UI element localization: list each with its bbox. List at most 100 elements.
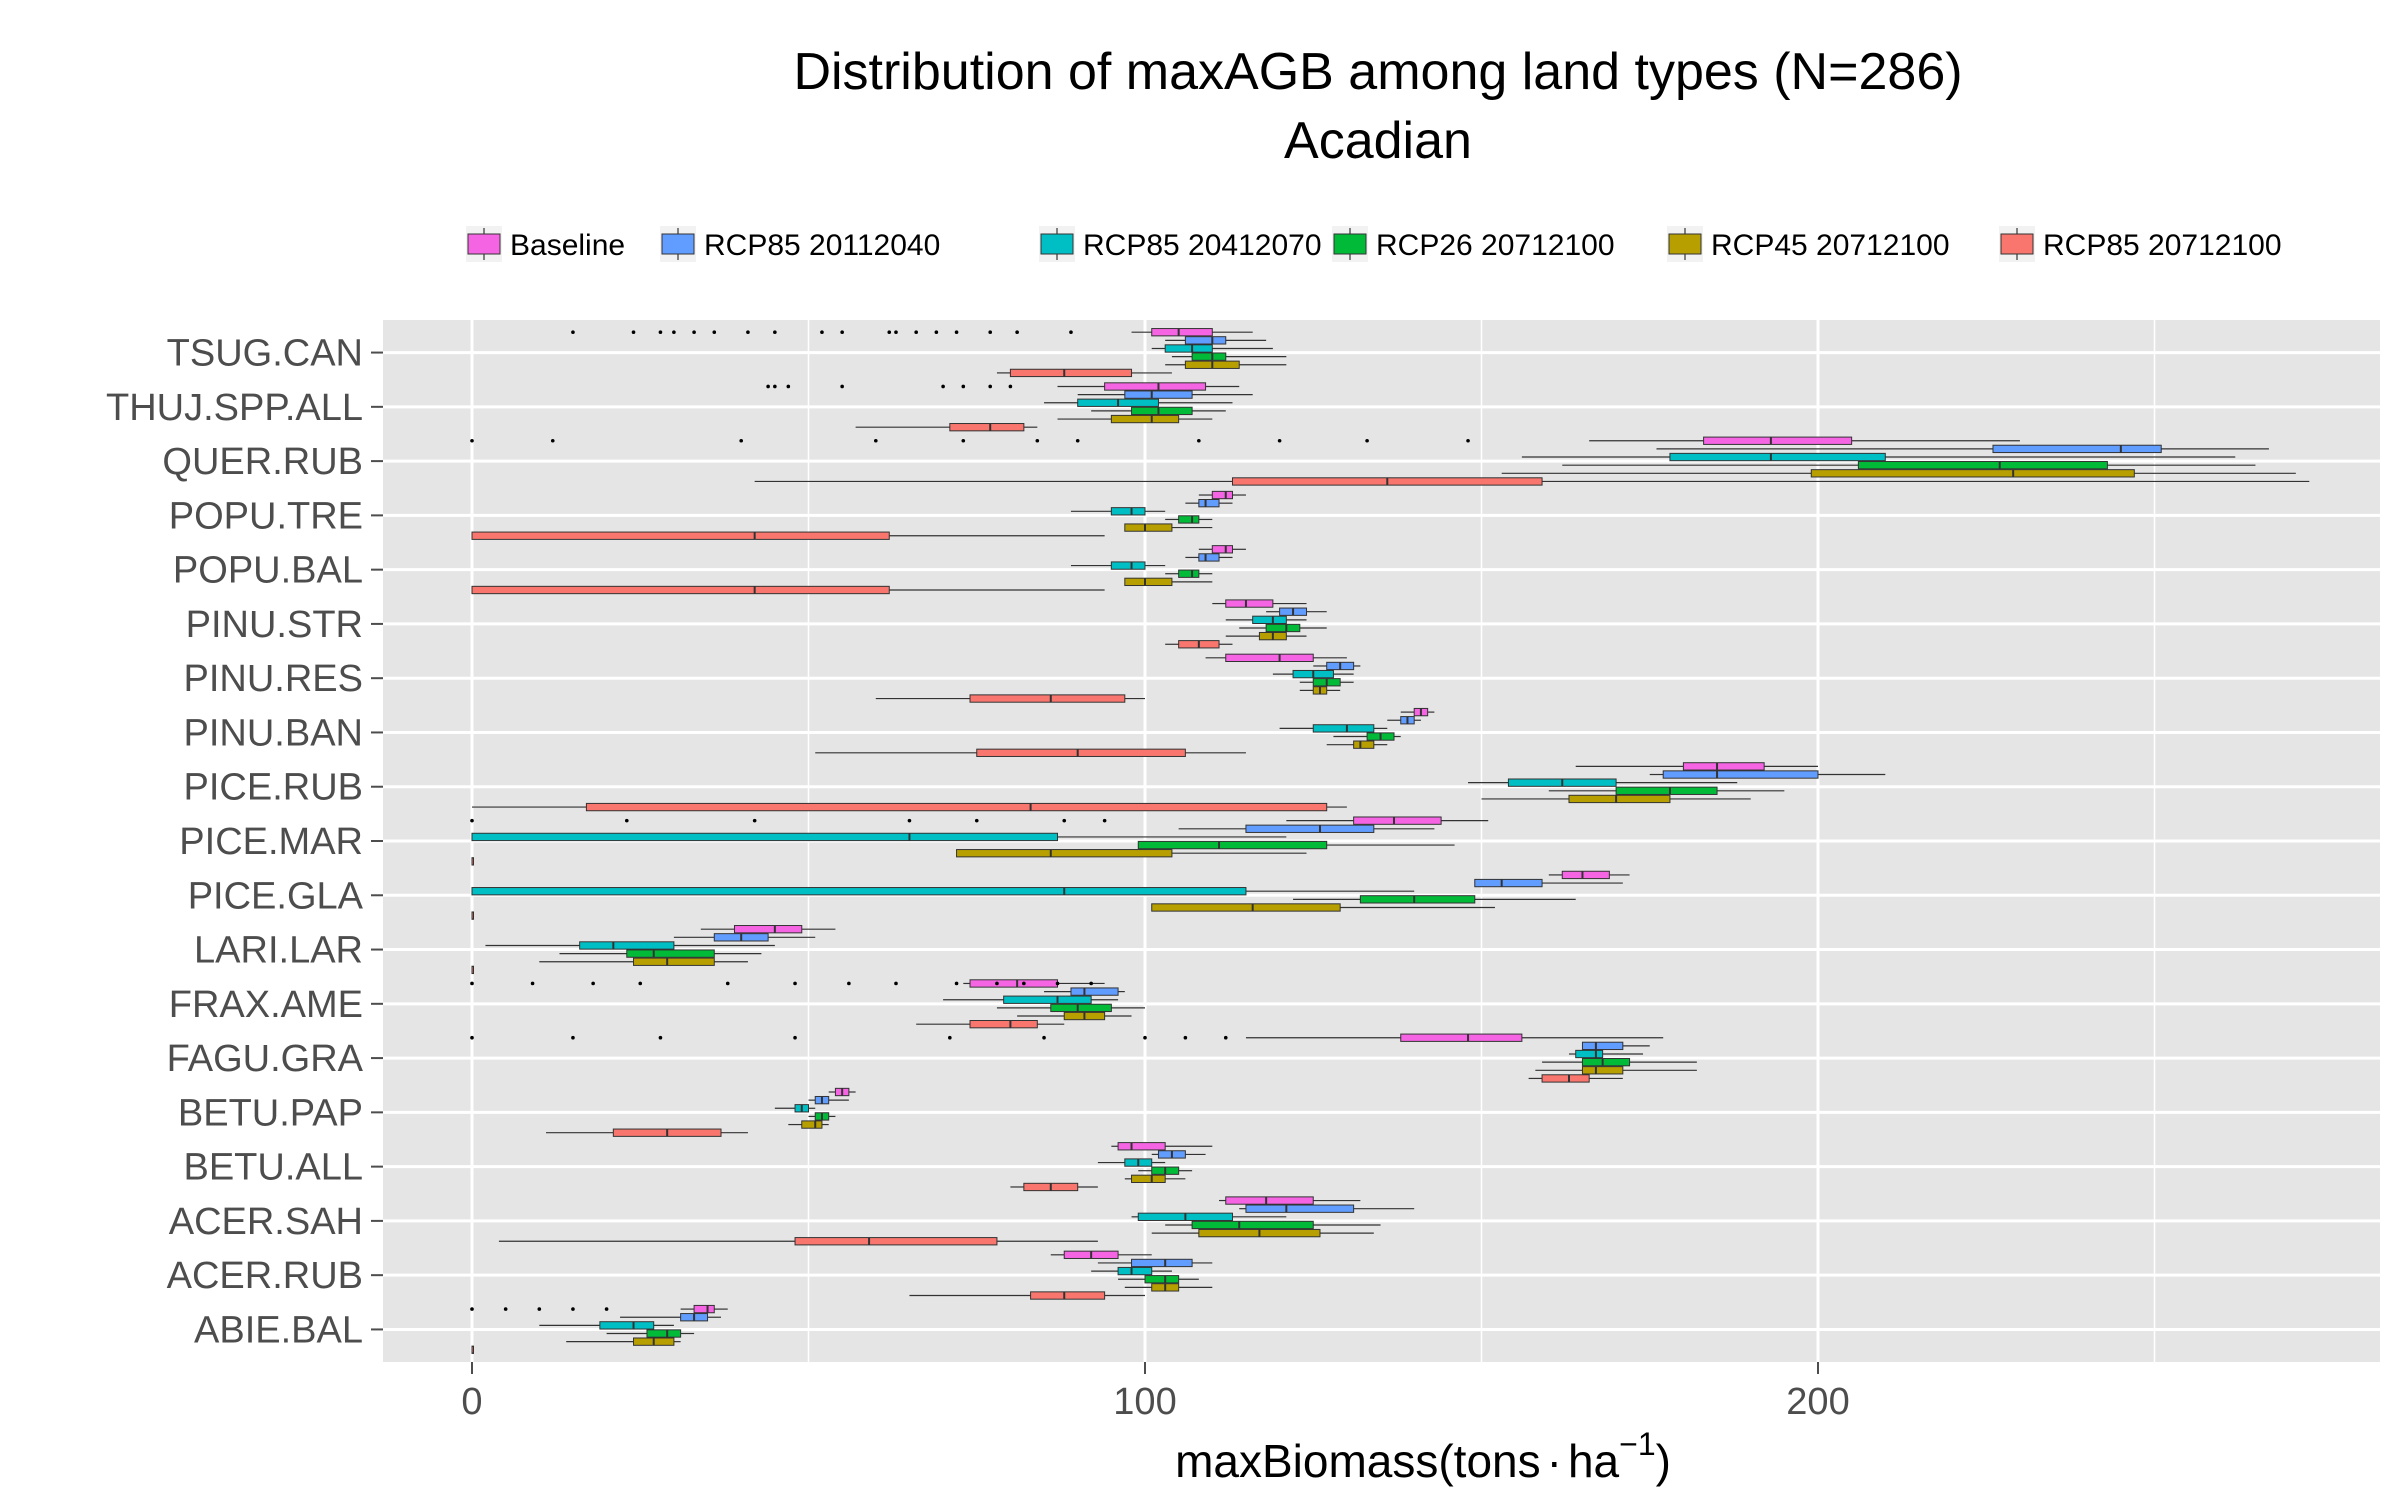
outlier-point [571, 1035, 575, 1040]
box-TSUG.CAN-2 [1164, 344, 1213, 353]
y-tick-label: PINU.STR [186, 604, 363, 646]
box-THUJ.SPP.ALL-1 [1124, 390, 1193, 399]
outlier-point [537, 1307, 542, 1311]
y-tick-label: POPU.BAL [173, 550, 363, 592]
box-FAGU.GRA-0 [1400, 1033, 1523, 1042]
x-tick-label: 100 [1113, 1381, 1176, 1423]
outlier-point [773, 384, 777, 389]
outlier-point [1042, 1035, 1046, 1040]
y-tick-label: ACER.SAH [169, 1201, 363, 1243]
box-PICE.GLA-4 [1151, 903, 1341, 912]
outlier-point [752, 818, 757, 823]
box-PINU.STR-2 [1252, 615, 1287, 625]
outlier-point [503, 1307, 508, 1311]
legend-label: Baseline [510, 229, 625, 262]
box-ACER.RUB-1 [1131, 1258, 1193, 1268]
box-PICE.MAR-4 [956, 849, 1173, 858]
legend-item: RCP45 20712100 [1667, 226, 1950, 262]
x-axis-label: maxBiomass(tons · ha−1) [1175, 1426, 1671, 1487]
box-PINU.RES-0 [1225, 653, 1314, 662]
box-PICE.RUB-4 [1568, 794, 1671, 804]
box-PICE.RUB-1 [1662, 770, 1819, 779]
box-ACER.RUB-3 [1144, 1275, 1180, 1284]
legend-item: RCP85 20112040 [660, 226, 940, 262]
box-PICE.RUB-3 [1615, 786, 1718, 795]
outlier-point [840, 330, 844, 335]
outlier-point [1008, 384, 1013, 389]
box-BETU.ALL-4 [1131, 1174, 1166, 1183]
box-ABIE.BAL-0 [693, 1304, 715, 1314]
box-PICE.GLA-1 [1474, 878, 1543, 888]
outlier-point [1277, 438, 1282, 443]
outlier-point [907, 818, 912, 823]
outlier-point [1102, 818, 1107, 823]
box-TSUG.CAN-3 [1191, 352, 1227, 361]
y-tick-label: LARI.LAR [194, 930, 363, 972]
box-PINU.BAN-2 [1312, 724, 1375, 733]
outlier-point [1365, 438, 1369, 443]
outlier-point [894, 981, 898, 986]
outlier-point [638, 981, 643, 986]
box-PICE.MAR-0 [1353, 816, 1442, 825]
outlier-point [847, 981, 851, 986]
x-axis-label-dot: · [1547, 1435, 1562, 1487]
box-PICE.MAR-1 [1245, 824, 1375, 833]
y-tick-label: ACER.RUB [167, 1255, 363, 1297]
outlier-point [887, 330, 892, 335]
y-tick-label: PINU.BAN [184, 712, 363, 754]
chart-subtitle: Acadian [1284, 112, 1472, 170]
box-FAGU.GRA-3 [1581, 1057, 1631, 1067]
box-ACER.RUB-2 [1117, 1266, 1153, 1276]
outlier-point [948, 1035, 952, 1040]
x-tick-label: 0 [461, 1381, 482, 1423]
box-QUER.RUB-2 [1669, 452, 1886, 462]
y-tick-label: ABIE.BAL [194, 1309, 363, 1351]
box-ACER.SAH-5 [794, 1237, 998, 1246]
outlier-point [1143, 1035, 1147, 1040]
box-LARI.LAR-3 [626, 949, 715, 958]
box-QUER.RUB-1 [1992, 444, 2162, 454]
box-TSUG.CAN-1 [1184, 336, 1227, 345]
box-PINU.STR-0 [1225, 599, 1274, 608]
box-POPU.TRE-4 [1124, 523, 1173, 532]
y-tick-label: POPU.TRE [169, 495, 363, 537]
box-THUJ.SPP.ALL-3 [1131, 406, 1193, 416]
outlier-point [773, 330, 777, 335]
y-tick-label: PICE.MAR [179, 821, 363, 863]
outlier-point [1015, 330, 1019, 335]
outlier-point [658, 330, 663, 335]
outlier-point [470, 1307, 474, 1311]
y-tick-label: BETU.ALL [183, 1147, 363, 1189]
outlier-point [840, 384, 844, 389]
outlier-point [961, 384, 966, 389]
outlier-point [988, 384, 993, 389]
y-axis: TSUG.CAN THUJ.SPP.ALL QUER.RUB POPU.TRE POPU… [106, 333, 383, 1351]
outlier-point [995, 981, 999, 986]
outlier-point [712, 330, 717, 335]
outlier-point [1062, 818, 1067, 823]
outlier-point [1197, 438, 1201, 443]
box-POPU.TRE-0 [1211, 490, 1233, 500]
legend: Baseline RCP85 20112040 RCP85 20412070 RCP2… [466, 226, 2282, 262]
outlier-point [1055, 981, 1060, 986]
box-PICE.GLA-5 [471, 911, 474, 920]
y-tick-label: THUJ.SPP.ALL [106, 387, 363, 429]
box-POPU.BAL-4 [1124, 577, 1173, 587]
outlier-point [1022, 981, 1026, 986]
box-LARI.LAR-2 [579, 941, 675, 950]
box-ABIE.BAL-2 [599, 1321, 655, 1330]
legend-label: RCP45 20712100 [1711, 229, 1950, 262]
outlier-point [470, 981, 474, 986]
y-tick-label: TSUG.CAN [167, 333, 363, 375]
outlier-point [820, 330, 824, 335]
box-TSUG.CAN-5 [1009, 368, 1133, 378]
box-PICE.RUB-5 [585, 802, 1328, 812]
outlier-point [571, 330, 575, 335]
box-PICE.GLA-2 [471, 887, 1247, 896]
box-BETU.ALL-0 [1117, 1142, 1166, 1151]
outlier-point [692, 330, 696, 335]
legend-swatch [467, 233, 501, 255]
box-THUJ.SPP.ALL-0 [1104, 382, 1207, 391]
y-tick-label: PICE.GLA [188, 875, 364, 917]
outlier-point [934, 330, 939, 335]
